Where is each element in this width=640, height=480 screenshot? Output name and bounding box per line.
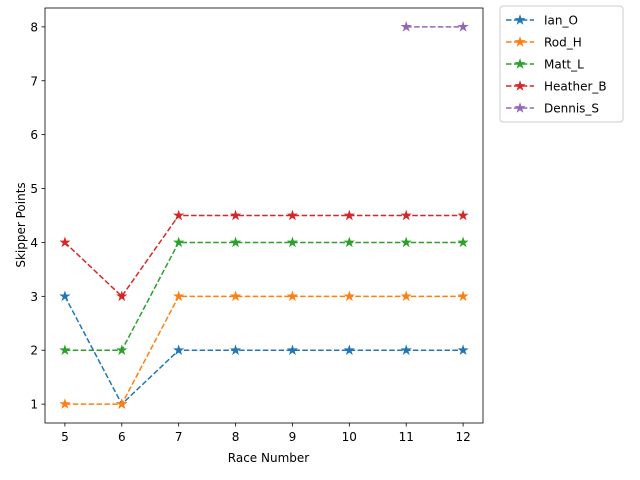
legend-item-dennis-s: Dennis_S [506,102,599,116]
data-point [173,290,185,302]
y-tick-label: 6 [30,128,38,142]
data-point [229,290,242,302]
x-axis-title: Race Number [228,451,309,465]
data-point [173,236,185,248]
data-point [116,290,128,302]
legend-label: Matt_L [544,58,584,72]
data-point [400,344,412,356]
y-axis: 1 2 3 4 5 6 7 8 [30,20,45,412]
legend-star-icon [514,102,526,113]
data-point [173,209,185,221]
legend-star-icon [514,14,526,25]
legend-star-icon [514,58,526,69]
data-point [457,344,469,356]
y-tick-label: 8 [30,20,38,34]
legend-label: Rod_H [544,36,582,50]
data-point [116,398,128,409]
data-point [400,20,412,32]
y-tick-label: 4 [30,236,38,250]
data-point [229,236,242,248]
data-point [116,344,128,356]
legend-label: Dennis_S [544,102,599,116]
legend-label: Heather_B [544,80,607,94]
y-tick-label: 3 [30,290,38,304]
x-tick-label: 5 [61,430,69,444]
data-point [343,236,355,248]
series-line [64,214,464,298]
legend-label: Ian_O [544,14,578,28]
data-point [400,236,412,248]
legend-star-icon [514,80,526,91]
data-point [59,344,71,356]
x-axis: 5 6 7 8 9 10 11 12 [61,423,471,444]
data-point [457,20,469,32]
legend-item-rod-h: Rod_H [506,36,582,50]
y-tick-label: 7 [30,74,38,88]
series-heather-b [59,209,469,302]
data-point [343,344,355,356]
y-axis-title: Skipper Points [14,182,28,267]
data-point [59,236,71,248]
series-line [64,295,464,405]
series-rod-h [59,290,469,409]
data-point [400,290,412,302]
data-point [286,209,299,221]
data-point [286,236,299,248]
x-tick-label: 6 [118,430,126,444]
series-matt-l [59,236,469,356]
plot-frame [44,7,484,424]
data-point [173,344,185,356]
data-point [59,398,71,409]
series-dennis-s [400,20,469,32]
data-point [400,209,412,221]
data-point [286,290,299,302]
series-line [64,295,464,406]
x-tick-label: 9 [289,430,297,444]
data-point [457,290,469,302]
data-point [457,209,469,221]
legend: Ian_O Rod_H Matt_L Heather_B Dennis_S [499,5,624,123]
legend-item-heather-b: Heather_B [506,80,607,94]
data-point [343,209,355,221]
legend-item-matt-l: Matt_L [506,58,584,72]
x-tick-label: 12 [455,430,470,444]
y-tick-label: 1 [30,398,38,412]
data-point [229,344,242,356]
legend-frame [499,5,624,123]
data-point [343,290,355,302]
series-line [64,241,464,351]
x-tick-label: 10 [342,430,357,444]
data-point [457,236,469,248]
data-point [59,290,71,302]
plot-area [44,7,484,424]
x-tick-label: 11 [399,430,414,444]
y-tick-label: 5 [30,182,38,196]
x-tick-label: 8 [232,430,240,444]
legend-item-ian-o: Ian_O [506,14,578,28]
y-tick-label: 2 [30,344,38,358]
data-point [286,344,299,356]
legend-star-icon [514,36,526,47]
x-tick-label: 7 [175,430,183,444]
data-point [229,209,242,221]
